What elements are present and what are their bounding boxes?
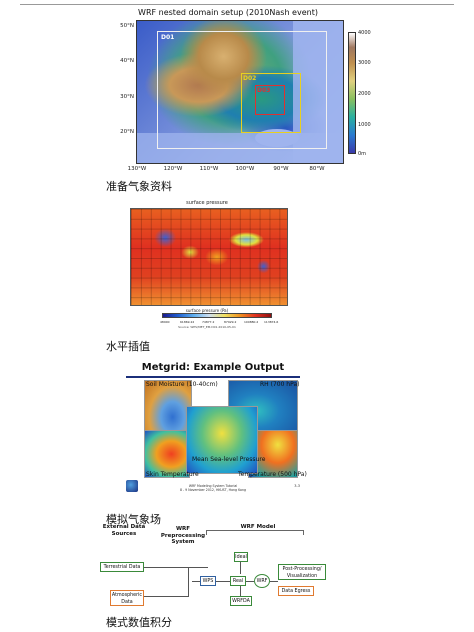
pressure-colorbar <box>162 313 272 318</box>
lat-tick: 50°N <box>120 23 134 29</box>
domain-map-title: WRF nested domain setup (2010Nash event) <box>138 8 318 17</box>
domain-d02-label: D02 <box>243 75 257 82</box>
pressure-tick: 48900 <box>160 320 170 324</box>
wps-box: WPS <box>200 576 216 586</box>
rh-label: RH (700 hPa) <box>260 381 300 388</box>
header-wrf-model: WRF Model <box>240 524 276 530</box>
pressure-tick: 113874.6 <box>264 320 279 324</box>
domain-d02-box <box>241 73 301 133</box>
lon-tick: 100°W <box>235 166 255 172</box>
colorbar-tick: 2000 <box>358 91 371 97</box>
lat-tick: 30°N <box>120 94 134 100</box>
terrestrial-data-box: Terrestrial Data <box>100 562 144 572</box>
caption-numerical-integration: 模式数值积分 <box>106 616 172 629</box>
arrow-ideal-down <box>240 562 241 574</box>
elevation-colorbar <box>348 32 356 154</box>
surface-pressure-title: surface pressure <box>186 200 228 206</box>
model-bracket <box>206 530 304 535</box>
domain-d01-label: D01 <box>161 34 175 41</box>
arrow-terrestrial-down <box>188 567 189 581</box>
domain-map-figure: WRF nested domain setup (2010Nash event)… <box>108 6 371 174</box>
arrow-wrf-post <box>270 581 278 582</box>
arrow-atmos-up <box>188 581 189 597</box>
header-external-sources: External Data Sources <box>102 524 146 537</box>
wrf-oval: WRF <box>254 574 270 588</box>
colorbar-tick: 3000 <box>358 60 371 66</box>
slide-page-number: 3-3 <box>294 484 300 488</box>
wrf-logo-icon <box>126 480 138 492</box>
skin-temperature-label: Skin Temperature <box>146 471 199 478</box>
lon-tick: 80°W <box>309 166 325 172</box>
atmospheric-data-box: Atmospheric Data <box>110 590 144 606</box>
arrow-wrf-wrfda <box>240 586 241 596</box>
slide-footer: WRF Modeling System Tutorial 8 - 9 Novem… <box>120 484 306 492</box>
soil-moisture-label: Soil Moisture (10-40cm) <box>146 381 218 388</box>
wrfda-box: WRFDA <box>230 596 252 606</box>
pressure-colorbar-title: surface pressure (Pa) <box>185 308 229 313</box>
metgrid-title: Metgrid: Example Output <box>141 362 285 373</box>
real-box: Real <box>230 576 246 586</box>
lon-tick: 90°W <box>273 166 289 172</box>
ideal-box: Ideal <box>234 552 248 562</box>
terrain-map: D01 D02 D03 <box>136 20 344 164</box>
arrow-to-wps <box>192 581 200 582</box>
lat-tick: 40°N <box>120 58 134 64</box>
arrow-real-wrf <box>246 581 254 582</box>
arrow-terrestrial-wps <box>142 567 208 568</box>
footer-line-2: 8 - 9 November 2012, HKUST, Hong Kong <box>179 488 247 492</box>
caption-prepare-data: 准备气象资料 <box>106 180 172 193</box>
temperature-label: Temperature (500 hPa) <box>238 471 307 478</box>
pressure-tick: 100880.2 <box>244 320 259 324</box>
pressure-tick: 74877.2 <box>202 320 215 324</box>
domain-d01-box <box>157 31 327 149</box>
mslp-tile <box>186 406 258 474</box>
surface-pressure-map <box>130 208 288 306</box>
surface-pressure-figure: surface pressure surface pressure (Pa) 4… <box>122 200 292 330</box>
pressure-tick: 87929.2 <box>224 320 237 324</box>
lon-tick: 130°W <box>127 166 147 172</box>
domain-d03-box <box>255 85 285 115</box>
caption-horizontal-interp: 水平插值 <box>106 340 150 353</box>
pressure-source: Source: WPS/MET_EM.D01.2010-05-01 <box>178 325 236 329</box>
post-processing-box: Post-Processing/ Visualization <box>278 564 326 580</box>
lon-tick: 120°W <box>163 166 183 172</box>
domain-d03-label: D03 <box>257 87 271 94</box>
data-egress-box: Data Egress <box>278 586 314 596</box>
mslp-label: Mean Sea-level Pressure <box>192 456 266 463</box>
colorbar-tick: 4000 <box>358 30 371 36</box>
header-preprocessing: WRF Preprocessing System <box>160 526 206 545</box>
pressure-tick: 61869.22 <box>180 320 195 324</box>
gulf-of-mexico <box>255 129 299 147</box>
arrow-wps-real <box>216 581 230 582</box>
arrow-atmos-wps <box>142 596 188 597</box>
title-rule <box>126 376 300 378</box>
caption-simulated-field: 模拟气象场 <box>106 513 161 526</box>
top-rule <box>20 4 454 5</box>
colorbar-tick: 1000 <box>358 122 371 128</box>
lat-tick: 20°N <box>120 129 134 135</box>
colorbar-tick: 0m <box>358 151 367 157</box>
lon-tick: 110°W <box>199 166 219 172</box>
metgrid-slide: Metgrid: Example Output Soil Moisture (1… <box>120 360 307 500</box>
skin-temperature-tile <box>144 430 190 478</box>
footer-line-1: WRF Modeling System Tutorial <box>188 484 238 488</box>
wrf-system-diagram: External Data Sources WRF Preprocessing … <box>100 524 330 614</box>
